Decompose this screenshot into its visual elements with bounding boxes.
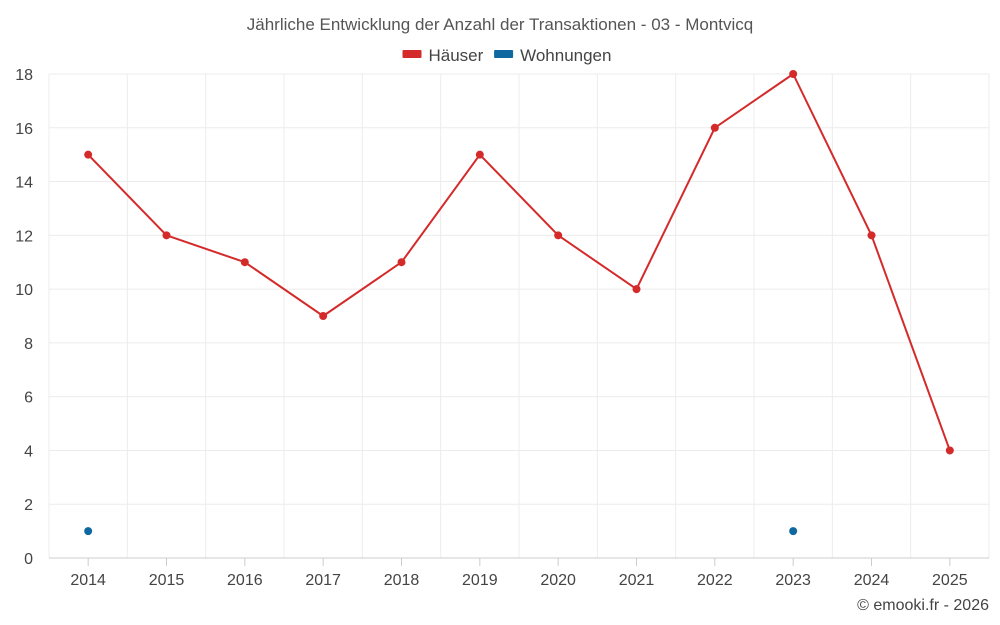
series-wohnungen: [84, 527, 798, 536]
grid: [48, 73, 990, 559]
y-tick-label: 6: [24, 390, 33, 407]
x-tick-label: 2016: [227, 572, 263, 589]
data-point[interactable]: [945, 446, 954, 455]
data-point[interactable]: [632, 285, 641, 294]
y-tick-label: 0: [24, 551, 33, 568]
series-layer: [84, 70, 954, 536]
data-point[interactable]: [319, 312, 328, 320]
x-tick-label: 2017: [305, 572, 341, 589]
x-tick-label: 2018: [384, 572, 420, 589]
y-tick-label: 2: [24, 497, 33, 514]
legend-swatch: [494, 50, 514, 58]
legend-swatch: [402, 50, 422, 58]
data-point[interactable]: [710, 123, 719, 132]
series-haeuser: [84, 70, 954, 455]
y-tick-label: 14: [15, 175, 33, 192]
x-tick-label: 2021: [619, 572, 655, 589]
legend-item[interactable]: Wohnungen: [494, 46, 611, 65]
data-point[interactable]: [84, 527, 93, 536]
x-tick-label: 2025: [932, 572, 968, 589]
y-tick-label: 8: [24, 336, 33, 353]
data-point[interactable]: [789, 527, 798, 536]
y-tick-label: 18: [15, 67, 33, 84]
data-point[interactable]: [397, 258, 406, 267]
y-axis: 0 2 4 6 8 10 12 14 16 18: [15, 67, 33, 568]
y-tick-label: 10: [15, 282, 33, 299]
data-point[interactable]: [162, 231, 171, 240]
chart-title: Jährliche Entwicklung der Anzahl der Tra…: [247, 15, 753, 34]
x-tick-label: 2015: [149, 572, 185, 589]
y-tick-label: 16: [15, 121, 33, 138]
data-point[interactable]: [789, 70, 798, 78]
legend-label: Wohnungen: [520, 46, 611, 65]
data-point[interactable]: [475, 150, 484, 159]
data-point[interactable]: [554, 231, 563, 240]
data-point[interactable]: [867, 231, 876, 240]
x-tick-label: 2023: [775, 572, 811, 589]
x-tick-label: 2020: [540, 572, 576, 589]
x-tick-label: 2024: [854, 572, 890, 589]
credit-text: © emooki.fr - 2026: [857, 597, 989, 614]
legend-label: Häuser: [429, 46, 484, 65]
y-tick-label: 4: [24, 443, 33, 460]
x-tick-label: 2022: [697, 572, 733, 589]
y-tick-label: 12: [15, 228, 33, 245]
x-tick-label: 2019: [462, 572, 498, 589]
legend-item[interactable]: Häuser: [402, 46, 484, 65]
x-axis: 2014 2015 2016 2017 2018 2019 2020 2021 2022 2023…: [49, 557, 989, 589]
legend: Häuser Wohnungen: [402, 46, 611, 65]
data-point[interactable]: [84, 150, 93, 159]
data-point[interactable]: [240, 258, 249, 267]
series-line: [87, 73, 951, 451]
x-tick-label: 2014: [70, 572, 106, 589]
